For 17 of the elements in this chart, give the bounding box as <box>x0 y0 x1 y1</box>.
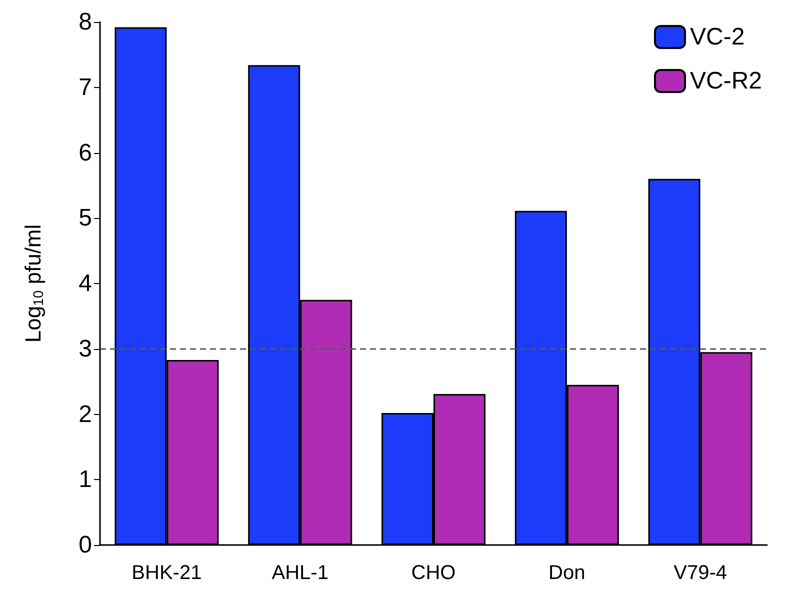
y-tick-label: 6 <box>78 139 92 166</box>
x-tick-label: Don <box>548 562 586 584</box>
y-tick-label: 8 <box>78 8 92 36</box>
legend-label: VC-R2 <box>690 68 762 94</box>
y-tick-label: 1 <box>78 466 92 494</box>
y-tick-label: 0 <box>78 532 92 558</box>
y-tick-label: 5 <box>78 204 92 232</box>
x-tick-label: AHL-1 <box>272 562 328 584</box>
y-axis-title: Log10 pfu/ml <box>20 224 46 343</box>
y-tick-label: 4 <box>78 270 92 297</box>
x-tick-label: BHK-21 <box>132 562 202 584</box>
legend-label: VC-2 <box>690 24 745 50</box>
x-tick-label: V79-4 <box>674 562 727 584</box>
y-tick-label: 3 <box>78 335 92 362</box>
x-tick-label: CHO <box>411 562 456 584</box>
y-tick-label: 7 <box>78 74 92 101</box>
y-tick-label: 2 <box>78 400 92 428</box>
